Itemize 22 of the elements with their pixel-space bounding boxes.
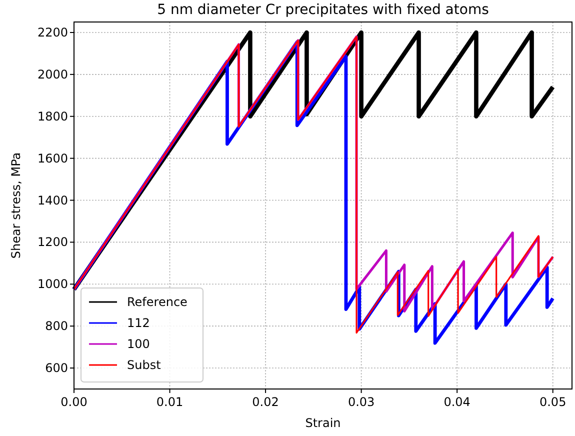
x-tick-label: 0.02 (252, 395, 279, 409)
chart-title: 5 nm diameter Cr precipitates with fixed atoms (157, 2, 489, 18)
y-tick-label: 1600 (37, 151, 68, 166)
legend-label: 112 (127, 316, 150, 330)
y-tick-label: 800 (45, 319, 68, 334)
y-tick-label: 1200 (37, 235, 68, 250)
legend-label: 100 (127, 337, 150, 351)
x-tick-label: 0.03 (348, 395, 375, 409)
legend-label: Reference (127, 295, 188, 309)
x-axis-title: Strain (305, 416, 341, 430)
y-tick-label: 2200 (37, 25, 68, 40)
y-tick-label: 1800 (37, 109, 68, 124)
x-tick-label: 0.01 (156, 395, 184, 409)
y-axis-title: Shear stress, MPa (9, 152, 23, 259)
x-tick-label: 0.00 (60, 395, 88, 409)
y-tick-label: 1000 (37, 277, 68, 292)
y-tick-label: 2000 (37, 67, 68, 82)
legend-label: Subst (127, 358, 162, 372)
y-tick-label: 1400 (37, 193, 68, 208)
x-tick-label: 0.04 (444, 395, 470, 409)
y-tick-label: 600 (45, 361, 68, 376)
x-tick-label: 0.05 (539, 395, 566, 409)
